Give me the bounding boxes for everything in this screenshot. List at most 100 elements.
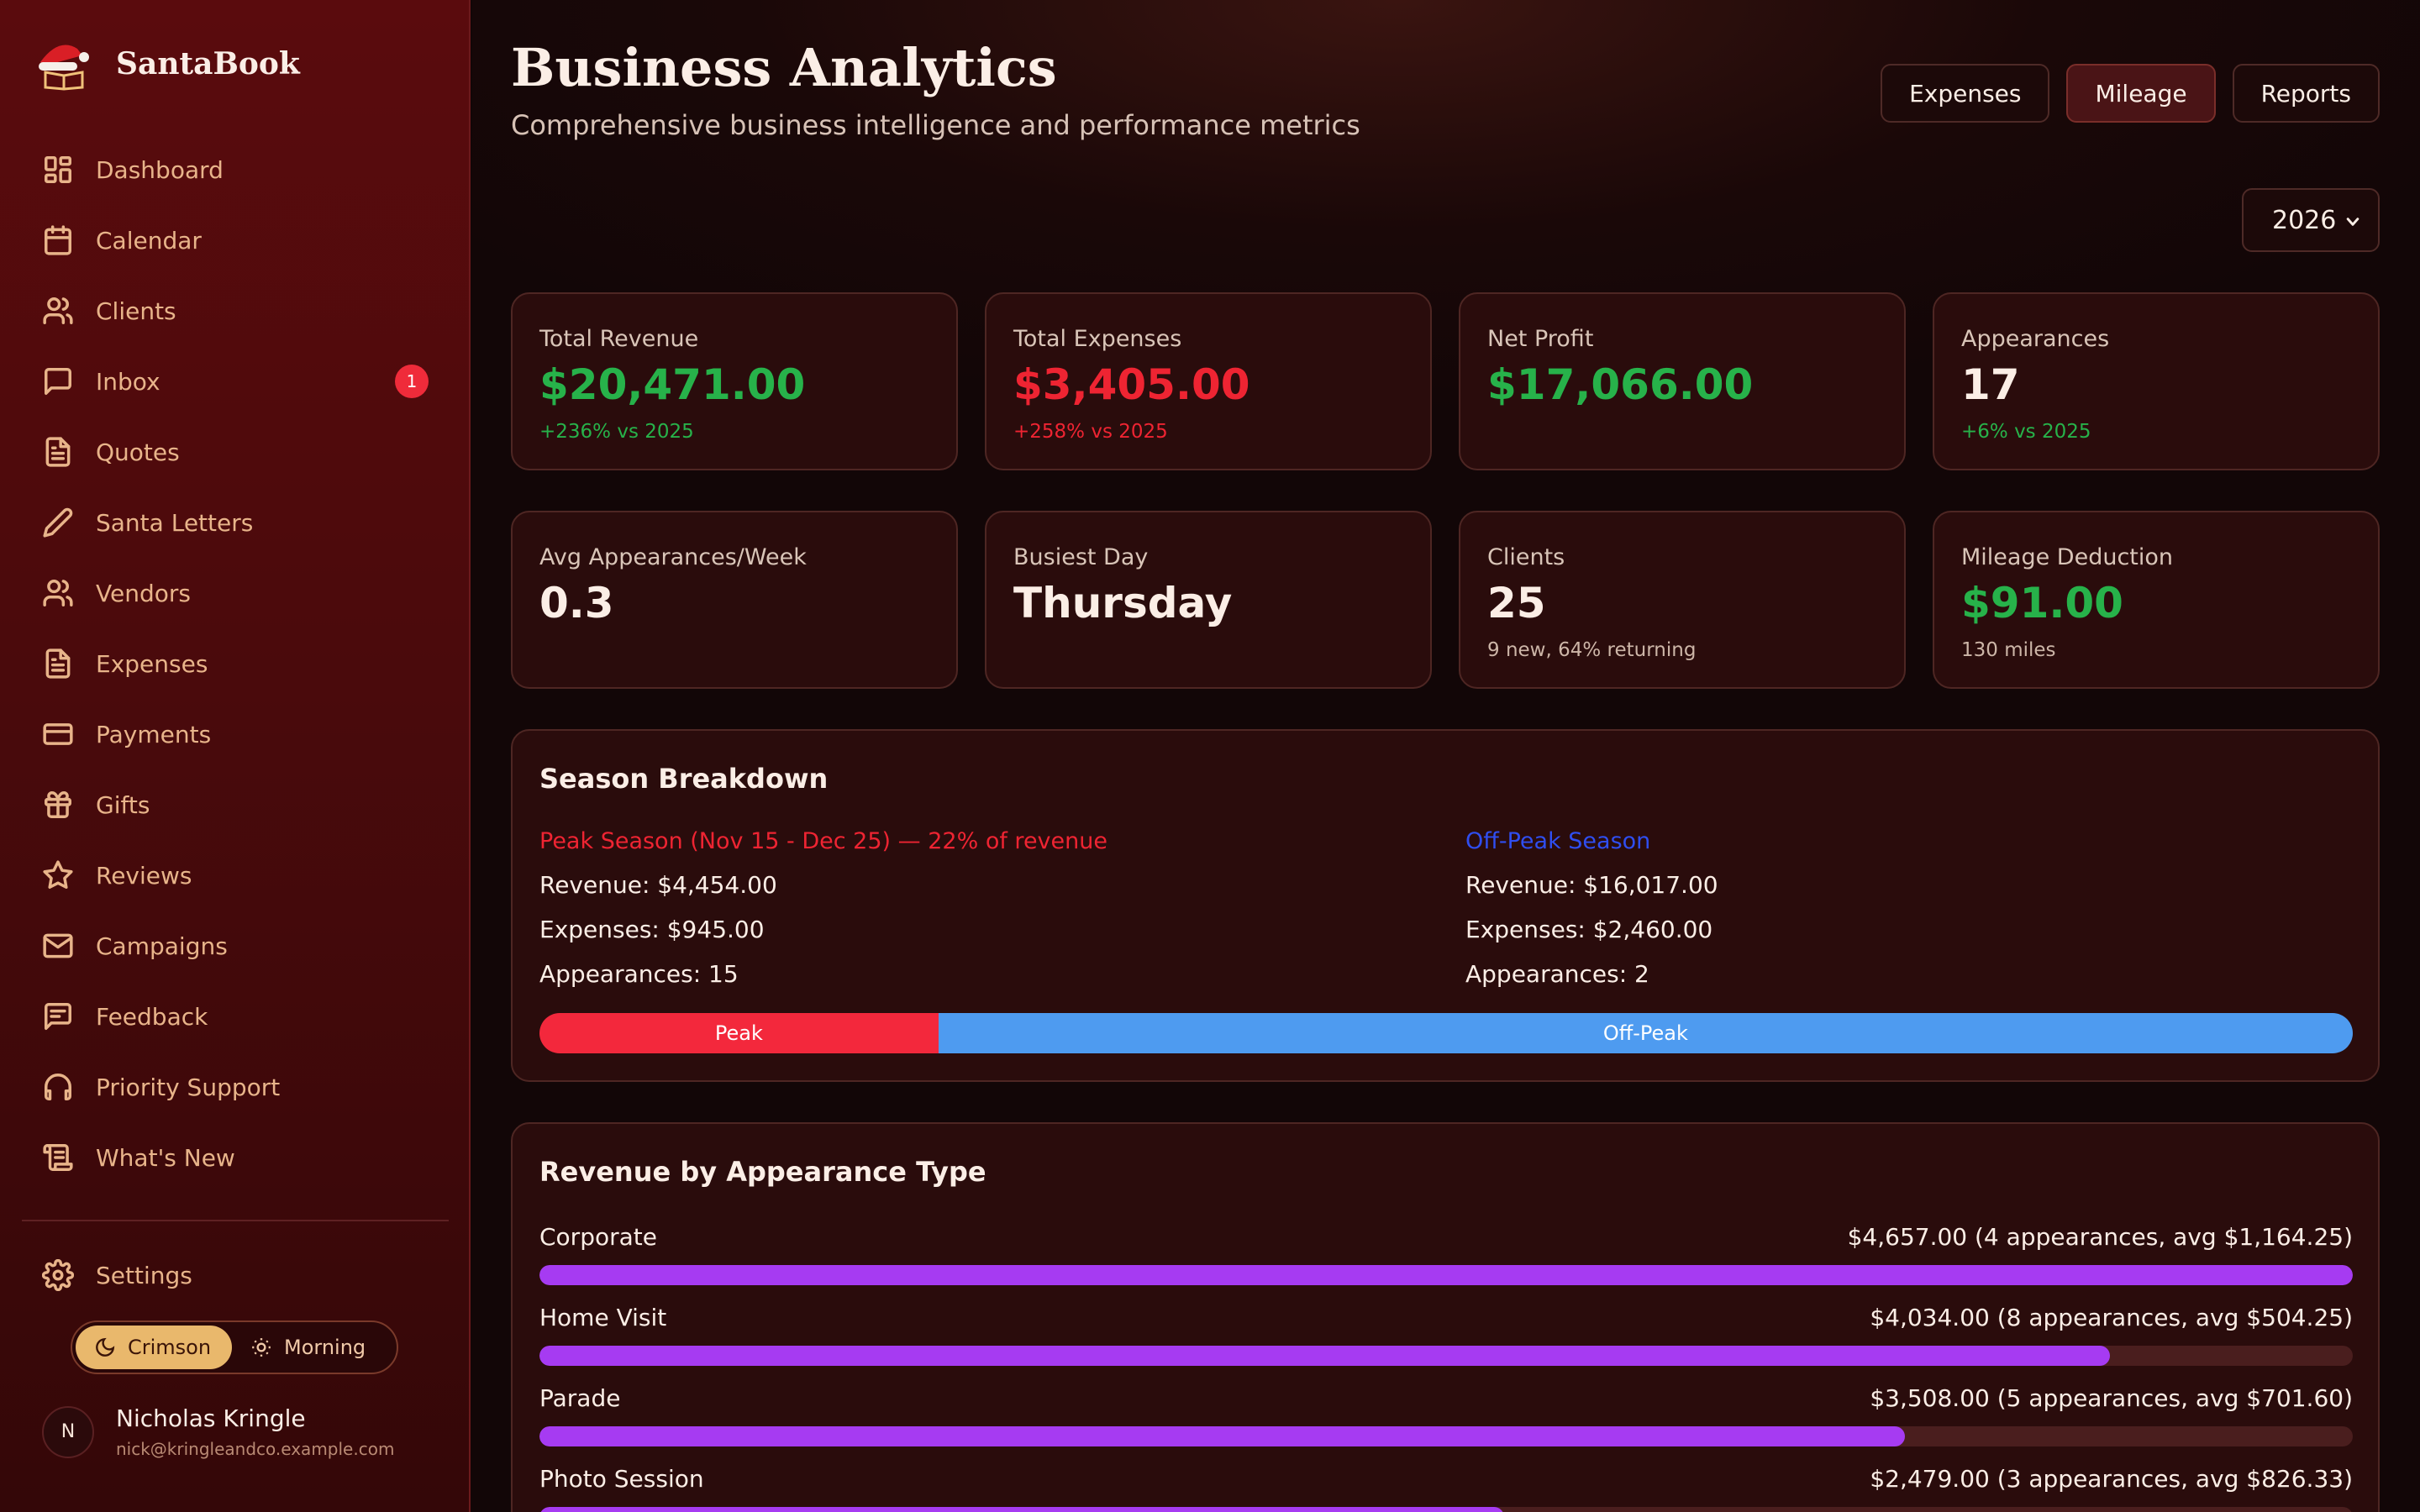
offpeak-appearances: Appearances: 2: [1465, 960, 1649, 988]
chevron-down-icon: [2346, 218, 2360, 226]
gift-icon: [45, 791, 71, 818]
panel-title: Season Breakdown: [539, 763, 829, 795]
year-select[interactable]: 2026: [2242, 188, 2380, 252]
sidebar-item-feedback[interactable]: Feedback: [0, 981, 471, 1052]
brand[interactable]: SantaBook: [34, 37, 300, 91]
sidebar-item-clients[interactable]: Clients: [0, 276, 471, 346]
stat-card-clients: Clients 25 9 new, 64% returning: [1459, 511, 1906, 689]
revenue-row-label: Corporate: [539, 1223, 657, 1251]
stat-change: +258% vs 2025: [1013, 421, 1168, 443]
sidebar-item-campaigns[interactable]: Campaigns: [0, 911, 471, 981]
stat-card-avg-appearances-week: Avg Appearances/Week 0.3: [511, 511, 958, 689]
users-icon: [43, 297, 73, 324]
sidebar-item-label: Settings: [96, 1261, 192, 1289]
theme-option-crimson[interactable]: Crimson: [76, 1326, 232, 1369]
stat-detail: 9 new, 64% returning: [1487, 639, 1697, 661]
offpeak-revenue: Revenue: $16,017.00: [1465, 871, 1718, 899]
sidebar-item-label: Reviews: [96, 861, 192, 890]
peak-appearances: Appearances: 15: [539, 960, 739, 988]
stat-label: Total Revenue: [539, 326, 699, 352]
gear-icon: [42, 1259, 74, 1291]
peak-segment: Peak: [539, 1013, 939, 1053]
inbox-unread-badge: 1: [395, 365, 429, 398]
sidebar-item-expenses[interactable]: Expenses: [0, 628, 471, 699]
sidebar-item-label: Expenses: [96, 649, 208, 678]
revenue-row-summary: $4,657.00 (4 appearances, avg $1,164.25): [1847, 1223, 2353, 1251]
sidebar-item-label: Clients: [96, 297, 176, 325]
headphones-icon: [45, 1074, 71, 1100]
star-icon: [43, 860, 73, 889]
sidebar-item-label: Santa Letters: [96, 508, 254, 537]
stat-card-busiest-day: Busiest Day Thursday: [985, 511, 1432, 689]
peak-expenses: Expenses: $945.00: [539, 916, 765, 943]
stat-value: $20,471.00: [539, 360, 806, 409]
sidebar-item-payments[interactable]: Payments: [0, 699, 471, 769]
revenue-bar-fill: [539, 1426, 1905, 1446]
calendar-icon: [45, 225, 71, 255]
revenue-row-summary: $2,479.00 (3 appearances, avg $826.33): [1870, 1465, 2353, 1493]
message-icon: [45, 368, 71, 395]
user-info: Nicholas Kringle nick@kringleandco.examp…: [116, 1404, 394, 1459]
sidebar-divider: [22, 1220, 449, 1221]
stat-label: Avg Appearances/Week: [539, 544, 807, 570]
stat-label: Mileage Deduction: [1961, 544, 2174, 570]
revenue-bar-track: [539, 1346, 2353, 1366]
sidebar-item-settings[interactable]: Settings: [0, 1240, 471, 1310]
stat-label: Total Expenses: [1013, 326, 1182, 352]
sidebar-item-dashboard[interactable]: Dashboard: [0, 134, 471, 205]
stat-card-appearances: Appearances 17 +6% vs 2025: [1933, 292, 2380, 470]
main-content: Business Analytics Comprehensive busines…: [472, 0, 2420, 1512]
document-icon: [45, 648, 71, 679]
stat-label: Busiest Day: [1013, 544, 1149, 570]
header-actions: Expenses Mileage Reports: [1881, 64, 2380, 123]
season-split-bar: Peak Off-Peak: [539, 1013, 2353, 1053]
user-profile[interactable]: N Nicholas Kringle nick@kringleandco.exa…: [42, 1404, 394, 1459]
stat-change: +236% vs 2025: [539, 421, 694, 443]
peak-season-heading: Peak Season (Nov 15 - Dec 25) — 22% of r…: [539, 828, 1107, 854]
peak-season-summary: Peak Season (Nov 15 - Dec 25) — 22% of r…: [539, 828, 1107, 1005]
sun-icon: [252, 1338, 271, 1357]
season-breakdown-panel: Season Breakdown Peak Season (Nov 15 - D…: [511, 729, 2380, 1082]
page-title: Business Analytics: [511, 37, 1057, 98]
revenue-bar-track: [539, 1426, 2353, 1446]
sidebar-item-reviews[interactable]: Reviews: [0, 840, 471, 911]
sidebar-nav: Dashboard Calendar Clients Inbox 1 Quote…: [0, 134, 471, 1193]
document-icon: [45, 437, 71, 467]
sidebar-item-whats-new[interactable]: What's New: [0, 1122, 471, 1193]
expenses-button[interactable]: Expenses: [1881, 64, 2050, 123]
reports-button[interactable]: Reports: [2232, 64, 2380, 123]
revenue-bar-fill: [539, 1507, 1505, 1512]
scroll-icon: [43, 1144, 73, 1171]
sidebar-item-santa-letters[interactable]: Santa Letters: [0, 487, 471, 558]
mileage-button[interactable]: Mileage: [2066, 64, 2216, 123]
stat-value: $91.00: [1961, 579, 2123, 627]
revenue-row-label: Home Visit: [539, 1304, 667, 1331]
sidebar-item-label: Calendar: [96, 226, 202, 255]
revenue-bar-fill: [539, 1346, 2110, 1366]
message-lines-icon: [45, 1003, 71, 1030]
sidebar-item-label: Vendors: [96, 579, 191, 607]
mail-icon: [43, 933, 73, 958]
stat-value: 0.3: [539, 579, 614, 627]
offpeak-season-summary: Off-Peak Season Revenue: $16,017.00 Expe…: [1465, 828, 1718, 1005]
sidebar-item-label: Inbox: [96, 367, 160, 396]
sidebar-item-label: Dashboard: [96, 155, 224, 184]
sidebar-item-gifts[interactable]: Gifts: [0, 769, 471, 840]
stat-value: 17: [1961, 360, 2020, 409]
sidebar-item-calendar[interactable]: Calendar: [0, 205, 471, 276]
user-email: nick@kringleandco.example.com: [116, 1439, 395, 1459]
sidebar-item-quotes[interactable]: Quotes: [0, 417, 471, 487]
sidebar-item-priority-support[interactable]: Priority Support: [0, 1052, 471, 1122]
sidebar-item-label: Gifts: [96, 790, 150, 819]
sidebar-item-label: What's New: [96, 1143, 235, 1172]
page-subtitle: Comprehensive business intelligence and …: [511, 109, 1360, 141]
sidebar-item-inbox[interactable]: Inbox 1: [0, 346, 471, 417]
theme-option-morning[interactable]: Morning: [232, 1326, 384, 1369]
brand-name: SantaBook: [116, 46, 300, 81]
stat-detail: 130 miles: [1961, 639, 2056, 661]
stat-card-total-expenses: Total Expenses $3,405.00 +258% vs 2025: [985, 292, 1432, 470]
avatar: N: [42, 1405, 94, 1458]
sidebar-item-vendors[interactable]: Vendors: [0, 558, 471, 628]
stat-card-total-revenue: Total Revenue $20,471.00 +236% vs 2025: [511, 292, 958, 470]
revenue-bar-track: [539, 1265, 2353, 1285]
